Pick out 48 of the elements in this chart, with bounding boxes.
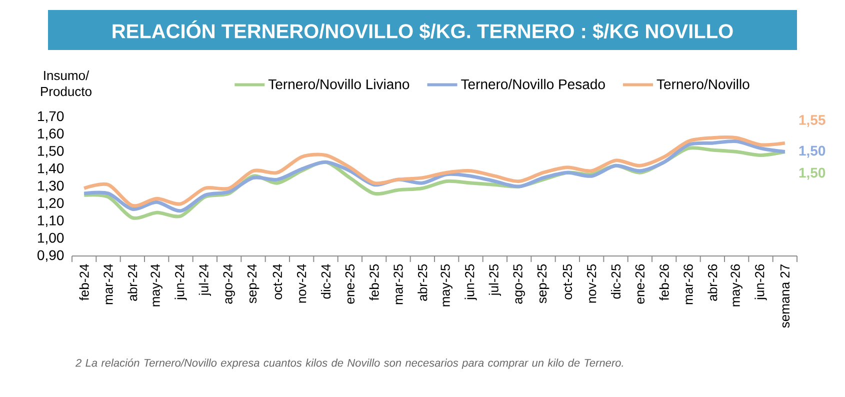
x-tick-label: jul-25	[488, 264, 501, 296]
chart-title: RELACIÓN TERNERO/NOVILLO $/KG. TERNERO : $/KG NOVILLO	[112, 20, 733, 40]
x-tick-label: oct-24	[272, 264, 282, 300]
x-tick-label: mar-25	[394, 264, 403, 304]
x-tick-label: sep-25	[537, 264, 550, 304]
x-tick-label: ene-25	[345, 264, 355, 304]
x-tick-label: nov-24	[296, 264, 306, 303]
text: 2 La relación Ternero/Novillo expresa cuantos kilos de Novillo son necesarios para comprar un kilo de Ternero.	[75, 358, 623, 369]
legend-label: Ternero/Novillo Pesado	[461, 78, 605, 90]
legend-label: Ternero/Novillo	[656, 78, 750, 90]
x-tick-label: jun-25	[464, 264, 477, 300]
data-label: 1,50	[799, 146, 826, 158]
x-tick-label: ene-26	[635, 264, 645, 304]
x-tick-label: abr-26	[708, 264, 718, 301]
x-tick-label: jun-26	[754, 264, 767, 300]
x-tick-label: mar-24	[104, 264, 113, 304]
y-tick-label: 1,60	[38, 128, 64, 140]
x-tick-label: oct-25	[562, 264, 572, 300]
x-tick-label: feb-24	[79, 264, 89, 300]
x-tick-label: abr-24	[128, 264, 138, 301]
x-tick-label: may-25	[440, 264, 452, 306]
x-tick-label: sep-24	[247, 264, 260, 304]
x-tick-label: nov-25	[586, 264, 596, 303]
x-tick-label: feb-25	[369, 264, 379, 300]
data-label: 1,50	[799, 168, 826, 180]
x-tick-label: feb-26	[659, 264, 669, 300]
y-tick-label: 1,00	[38, 232, 64, 244]
x-tick-label: dic-24	[320, 264, 331, 299]
legend-label: Ternero/Novillo Liviano	[268, 78, 410, 90]
y-tick-label: 1,10	[38, 215, 64, 228]
x-tick-label: ago-25	[513, 264, 525, 304]
y-tick-label: 1,40	[38, 163, 64, 175]
x-tick-label: mar-26	[684, 264, 693, 304]
y-tick-label: 1,30	[38, 180, 64, 192]
y-axis-title: Insumo/ Producto	[41, 70, 92, 96]
x-tick-label: may-26	[730, 264, 742, 306]
x-tick-label: abr-25	[418, 264, 428, 301]
x-tick-label: may-24	[150, 264, 162, 306]
x-tick-label: jun-24	[174, 264, 187, 300]
x-tick-label: jul-24	[198, 264, 211, 296]
y-tick-label: 1,50	[38, 146, 64, 158]
x-tick-label: semana 27	[780, 264, 790, 328]
y-tick-label: 0,90	[38, 250, 64, 262]
y-tick-label: 1,70	[38, 111, 64, 123]
data-label: 1,55	[799, 115, 826, 127]
x-tick-label: dic-25	[610, 264, 621, 299]
y-tick-label: 1,20	[38, 198, 64, 210]
x-tick-label: ago-24	[223, 264, 235, 304]
